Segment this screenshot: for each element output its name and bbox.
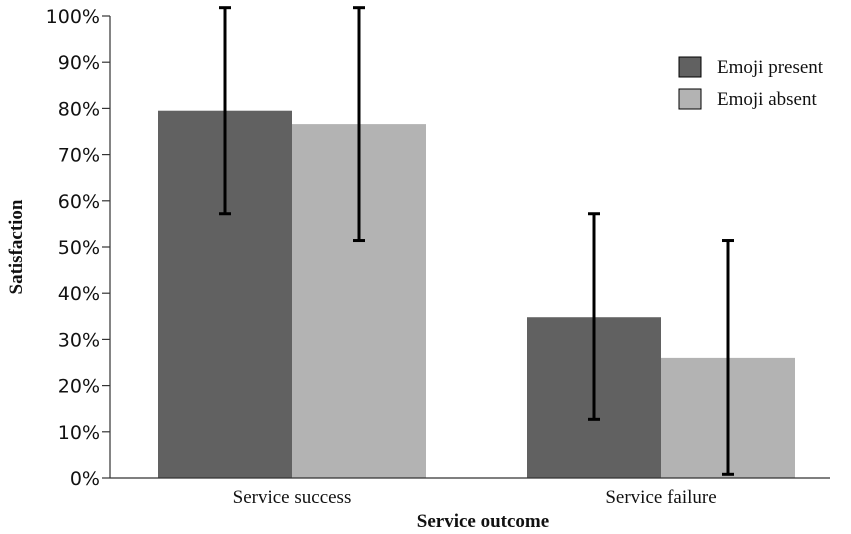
x-category-label: Service failure xyxy=(605,487,716,508)
legend: Emoji present Emoji absent xyxy=(678,56,824,110)
y-tick-label: 90% xyxy=(58,52,100,74)
y-tick-label: 80% xyxy=(58,98,100,120)
legend-swatch xyxy=(678,56,702,78)
y-tick-label: 10% xyxy=(58,422,100,444)
y-tick-label: 60% xyxy=(58,191,100,213)
y-tick-label: 50% xyxy=(58,237,100,259)
x-categories-group: Service success Service failure xyxy=(233,487,717,508)
bars-group xyxy=(158,110,795,479)
y-ticks-group: 0% 10% 20% 30% 40% 50% 60% 70% 80% 90% 100% xyxy=(46,6,110,490)
y-tick-label: 0% xyxy=(70,468,100,490)
y-axis-title: Satisfaction xyxy=(6,199,27,294)
x-axis-title: Service outcome xyxy=(417,511,549,532)
y-tick-label: 30% xyxy=(58,329,100,351)
y-tick-label: 40% xyxy=(58,283,100,305)
legend-label: Emoji absent xyxy=(717,89,817,110)
y-tick-label: 20% xyxy=(58,376,100,398)
error-bars-group xyxy=(219,6,734,476)
legend-label: Emoji present xyxy=(717,57,824,78)
y-tick-label: 100% xyxy=(46,6,100,28)
y-tick-label: 70% xyxy=(58,145,100,167)
legend-swatch xyxy=(678,88,702,110)
x-category-label: Service success xyxy=(233,487,352,508)
